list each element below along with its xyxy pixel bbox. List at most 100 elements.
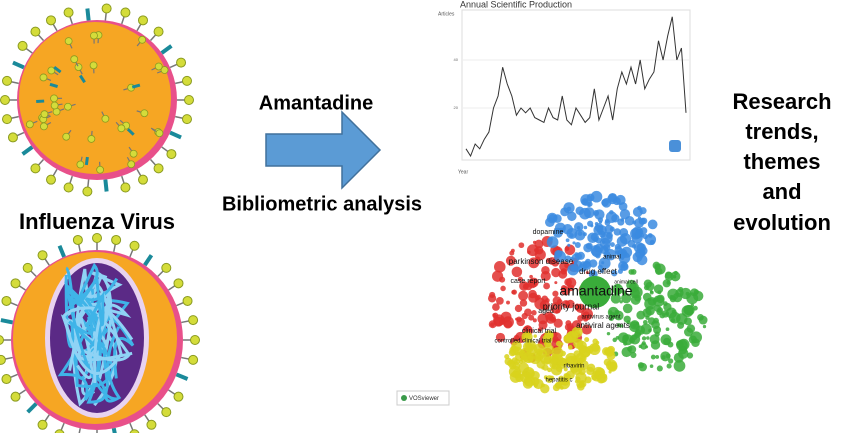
spike-head bbox=[37, 419, 48, 430]
network-node bbox=[548, 315, 555, 322]
network-node bbox=[641, 336, 647, 341]
rna-strand bbox=[62, 284, 132, 384]
spike bbox=[57, 244, 66, 258]
network-node bbox=[640, 323, 652, 335]
spike-head bbox=[87, 135, 96, 143]
network-node bbox=[533, 334, 537, 338]
spike bbox=[103, 179, 109, 192]
network-node bbox=[534, 295, 540, 301]
spike-head bbox=[138, 15, 148, 26]
network-node bbox=[627, 239, 636, 248]
virus-label: Influenza Virus bbox=[19, 209, 175, 234]
x-axis-label: Year bbox=[458, 169, 468, 175]
network-node bbox=[495, 332, 506, 343]
spike-head bbox=[96, 165, 105, 174]
spike-head bbox=[129, 429, 140, 433]
network-node bbox=[584, 376, 592, 384]
network-node bbox=[518, 362, 530, 374]
network-node bbox=[529, 274, 533, 279]
network-label: case report bbox=[510, 278, 545, 285]
chart-frame bbox=[461, 9, 691, 161]
network-label: antivirus agent bbox=[581, 315, 620, 321]
network-node bbox=[630, 295, 641, 305]
network-node bbox=[654, 263, 661, 270]
network-node bbox=[519, 281, 529, 291]
network-node bbox=[611, 270, 618, 277]
network-node bbox=[621, 264, 626, 268]
network-node bbox=[655, 355, 660, 359]
spike-head bbox=[82, 186, 93, 197]
network-node bbox=[582, 232, 587, 237]
network-node bbox=[537, 313, 549, 325]
spike-head bbox=[176, 57, 187, 68]
spike-head bbox=[2, 114, 13, 125]
network-node bbox=[590, 244, 602, 256]
network-node bbox=[585, 345, 594, 354]
network-node bbox=[653, 325, 662, 334]
network-node bbox=[644, 233, 657, 246]
spike-head bbox=[1, 374, 12, 385]
spike-head bbox=[47, 66, 56, 75]
network-node bbox=[649, 364, 654, 369]
spike-head bbox=[181, 75, 192, 86]
spike-head bbox=[160, 66, 169, 74]
network-node bbox=[550, 302, 562, 314]
spike-head bbox=[46, 15, 56, 26]
spike-head bbox=[1, 295, 12, 306]
network-node bbox=[552, 290, 559, 297]
arrow bbox=[265, 110, 382, 190]
network-node bbox=[543, 282, 551, 290]
network-node bbox=[665, 327, 670, 332]
spike-head bbox=[76, 160, 85, 169]
spike-head bbox=[10, 391, 21, 402]
network-node bbox=[599, 230, 606, 238]
spike bbox=[143, 254, 154, 267]
network-node bbox=[587, 363, 596, 372]
spike-head bbox=[63, 182, 74, 193]
network-node bbox=[584, 337, 590, 343]
network-node bbox=[578, 344, 587, 354]
spike-head bbox=[50, 94, 58, 103]
network-label: hepatitis c bbox=[545, 378, 572, 384]
network-node bbox=[582, 311, 590, 319]
network-node bbox=[629, 320, 640, 330]
spike-head bbox=[10, 278, 21, 289]
network-node bbox=[527, 250, 531, 255]
rna-strand bbox=[76, 306, 133, 379]
spike-head bbox=[40, 110, 49, 119]
network-node bbox=[567, 345, 573, 350]
spike-head bbox=[138, 35, 147, 44]
conclusion-line: trends, bbox=[745, 119, 818, 144]
network-node bbox=[518, 290, 529, 301]
network-node bbox=[673, 359, 686, 372]
network-node bbox=[567, 263, 579, 276]
network-node bbox=[604, 224, 614, 234]
spike-head bbox=[39, 73, 48, 82]
network-node bbox=[556, 361, 562, 367]
network-node bbox=[599, 268, 604, 273]
network-label: aged bbox=[538, 308, 554, 315]
network-node bbox=[592, 366, 605, 379]
spike-head bbox=[120, 182, 131, 193]
network-node bbox=[515, 373, 524, 383]
network-node bbox=[514, 304, 523, 313]
network-node bbox=[554, 250, 566, 263]
network-node bbox=[646, 336, 650, 340]
spike-head bbox=[127, 160, 136, 169]
network-node bbox=[585, 271, 589, 275]
network-node bbox=[668, 358, 674, 364]
network-node bbox=[647, 219, 658, 230]
network-node bbox=[552, 383, 561, 392]
network-node bbox=[559, 385, 564, 390]
network-node bbox=[647, 233, 653, 238]
network-node bbox=[684, 317, 692, 326]
network-node bbox=[536, 359, 546, 369]
inner-spike bbox=[84, 156, 89, 166]
network-node bbox=[572, 241, 576, 245]
inner-spike bbox=[49, 82, 59, 89]
spike-head bbox=[188, 354, 199, 365]
network-node bbox=[548, 236, 553, 242]
network-node bbox=[650, 354, 656, 360]
network-node bbox=[622, 303, 633, 314]
network-node bbox=[523, 325, 533, 334]
